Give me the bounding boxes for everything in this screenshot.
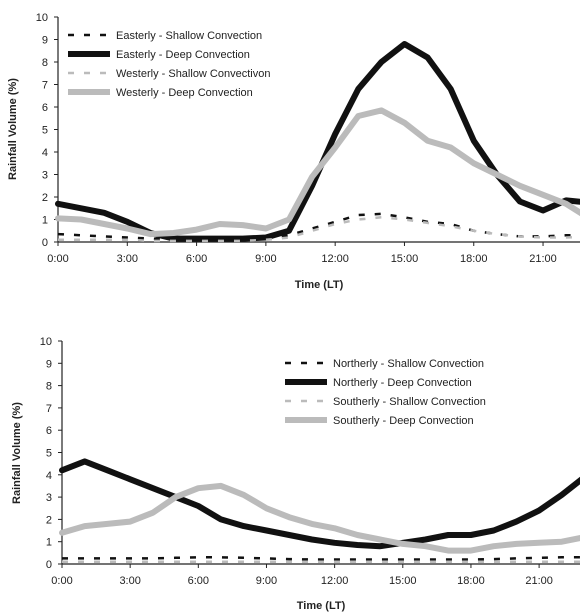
chart-top: 0 1 2 3 4 5 6 7 8 9 10 0:00 3:00 6:00 9:00 12:00 15:00 1… [7,12,580,291]
chart-bottom-y-tick-label: 4 [46,470,52,482]
chart-bottom-y-tick-label: 2 [46,514,52,526]
chart-bottom-series-line-0 [62,556,580,561]
chart-bottom-x-tick-label: 12:00 [321,575,349,587]
chart-top-legend-label-0: Easterly - Shallow Convection [116,30,262,42]
chart-bottom-x-ticks: 0:00 3:00 6:00 9:00 12:00 15:00 18:00 21:00 [51,564,553,587]
chart-top-x-ticks: 0:00 3:00 6:00 9:00 12:00 15:00 18:00 21:00 [47,242,557,265]
chart-bottom-y-tick-label: 10 [40,336,52,348]
chart-bottom-y-tick-label: 6 [46,425,52,437]
chart-top-y-tick-label: 8 [42,57,48,69]
chart-bottom-x-label: Time (LT) [297,600,346,612]
chart-bottom-y-tick-label: 3 [46,492,52,504]
chart-top-y-ticks: 0 1 2 3 4 5 6 7 8 9 10 [36,12,58,249]
chart-top-x-tick-label: 21:00 [529,253,557,265]
chart-top-x-label: Time (LT) [295,279,344,291]
chart-top-legend-label-1: Easterly - Deep Convection [116,49,250,61]
chart-top-x-tick-label: 9:00 [255,253,276,265]
chart-top-y-tick-label: 9 [42,35,48,47]
chart-bottom-y-tick-label: 5 [46,448,52,460]
chart-bottom-legend-label-2: Southerly - Shallow Convection [333,396,486,408]
chart-top-x-tick-label: 6:00 [186,253,207,265]
chart-bottom-x-tick-label: 0:00 [51,575,72,587]
chart-bottom-x-tick-label: 21:00 [525,575,553,587]
chart-bottom-y-tick-label: 7 [46,403,52,415]
chart-bottom-y-tick-label: 0 [46,559,52,571]
chart-top-legend: Easterly - Shallow Convection Easterly - … [68,30,270,99]
chart-top-y-tick-label: 1 [42,215,48,227]
chart-bottom-y-tick-label: 1 [46,537,52,549]
chart-top-x-tick-label: 15:00 [391,253,419,265]
chart-top-y-tick-label: 6 [42,102,48,114]
chart-bottom-x-tick-label: 18:00 [457,575,485,587]
chart-top-x-tick-label: 12:00 [321,253,349,265]
chart-top-y-tick-label: 0 [42,237,48,249]
chart-bottom: 0 1 2 3 4 5 6 7 8 9 10 0:00 3:00 6:00 9:00 12:00 15:00 1… [11,336,580,612]
chart-top-x-tick-label: 3:00 [117,253,138,265]
chart-bottom-series-line-1 [59,458,580,550]
chart-top-x-tick-label: 0:00 [47,253,68,265]
chart-top-series-line-3 [55,107,580,238]
chart-bottom-legend: Northerly - Shallow Convection Northerly … [285,358,486,427]
chart-top-series [55,41,580,243]
chart-top-legend-label-2: Westerly - Shallow Convectivon [116,68,270,80]
chart-top-y-tick-label: 5 [42,125,48,137]
chart-bottom-legend-label-1: Northerly - Deep Convection [333,377,472,389]
chart-bottom-y-tick-label: 9 [46,358,52,370]
chart-top-y-tick-label: 4 [42,147,48,159]
chart-bottom-y-label: Rainfall Volume (%) [11,402,23,504]
chart-bottom-legend-label-0: Northerly - Shallow Convection [333,358,484,370]
chart-bottom-x-tick-label: 3:00 [119,575,140,587]
chart-bottom-series [59,458,580,564]
chart-top-y-label: Rainfall Volume (%) [7,78,19,180]
chart-top-y-tick-label: 3 [42,170,48,182]
chart-top-y-tick-label: 2 [42,192,48,204]
chart-top-legend-label-3: Westerly - Deep Convection [116,87,253,99]
chart-bottom-legend-label-3: Southerly - Deep Convection [333,415,474,427]
chart-bottom-x-tick-label: 9:00 [256,575,277,587]
chart-top-x-tick-label: 18:00 [460,253,488,265]
chart-bottom-series-line-3 [59,482,580,554]
chart-bottom-y-tick-label: 8 [46,381,52,393]
chart-bottom-x-tick-label: 15:00 [389,575,417,587]
chart-bottom-x-tick-label: 6:00 [188,575,209,587]
chart-top-y-tick-label: 10 [36,12,48,24]
chart-bottom-y-ticks: 0 1 2 3 4 5 6 7 8 9 10 [40,336,62,571]
chart-top-y-tick-label: 7 [42,80,48,92]
